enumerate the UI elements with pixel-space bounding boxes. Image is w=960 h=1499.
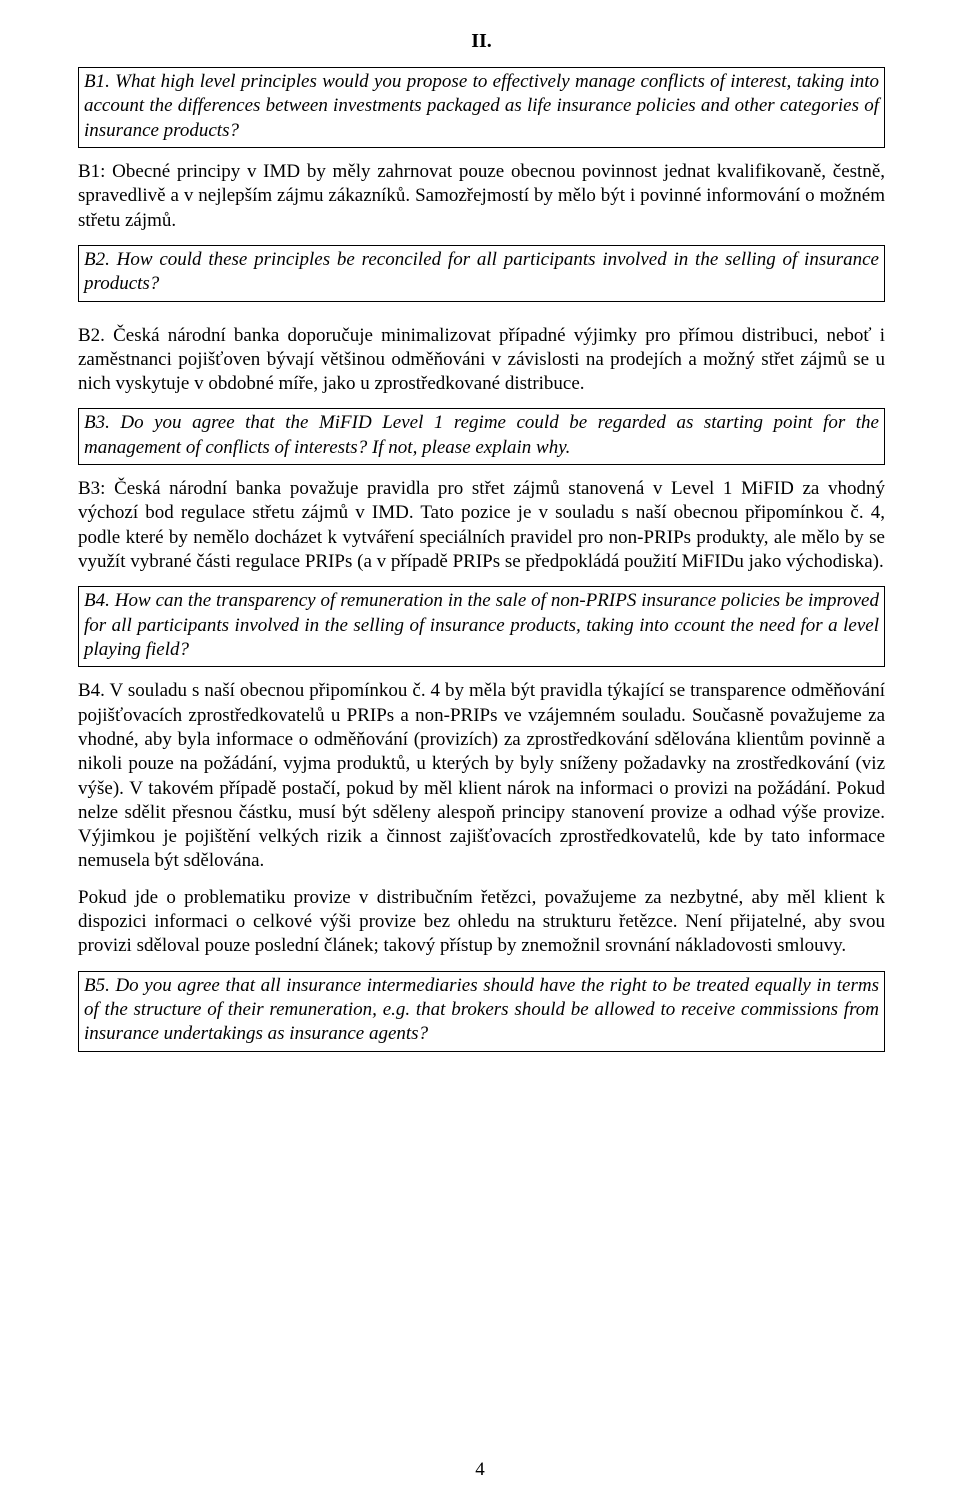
answer-b1: B1: Obecné principy v IMD by měly zahrno… (78, 160, 885, 233)
question-b1: B1. What high level principles would you… (78, 67, 885, 148)
section-title: II. (78, 30, 885, 53)
question-b5: B5. Do you agree that all insurance inte… (78, 971, 885, 1052)
question-b2: B2. How could these principles be reconc… (78, 245, 885, 302)
question-b3: B3. Do you agree that the MiFID Level 1 … (78, 408, 885, 465)
spacer (78, 314, 885, 324)
document-page: II. B1. What high level principles would… (0, 0, 960, 1499)
answer-b3: B3: Česká národní banka považuje pravidl… (78, 477, 885, 574)
answer-b4-para1: B4. V souladu s naší obecnou připomínkou… (78, 679, 885, 874)
question-b4: B4. How can the transparency of remunera… (78, 586, 885, 667)
answer-b4-para2: Pokud jde o problematiku provize v distr… (78, 886, 885, 959)
page-number: 4 (0, 1459, 960, 1481)
answer-b2: B2. Česká národní banka doporučuje minim… (78, 324, 885, 397)
